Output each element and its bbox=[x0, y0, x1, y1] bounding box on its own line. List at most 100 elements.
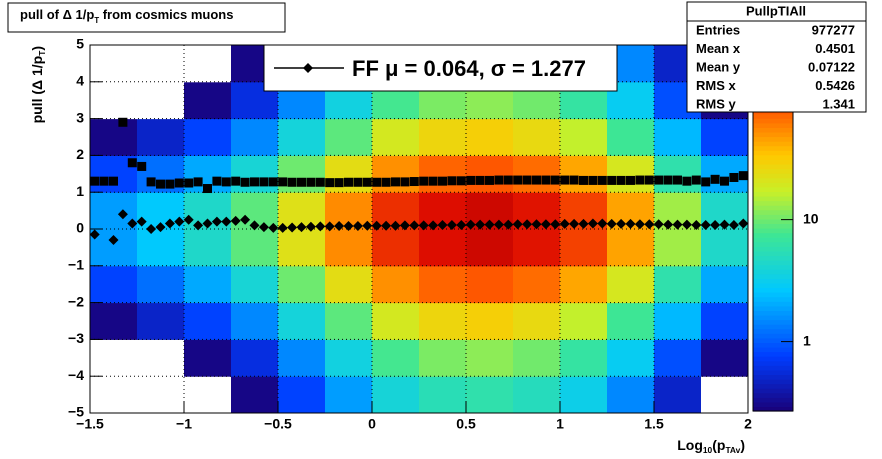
diamond-marker bbox=[738, 218, 749, 229]
heatmap-cell bbox=[231, 118, 279, 156]
stats-key: Entries bbox=[696, 22, 740, 37]
y-tick-label: 3 bbox=[76, 109, 84, 125]
x-tick-label: 2 bbox=[744, 416, 752, 432]
square-marker bbox=[400, 177, 410, 187]
heatmap-cell bbox=[90, 302, 138, 340]
diamond-marker bbox=[493, 219, 504, 230]
stats-value: 0.5426 bbox=[815, 78, 855, 93]
color-bar-step bbox=[753, 136, 793, 142]
heatmap-cell bbox=[466, 339, 514, 377]
chart-title-part: T bbox=[94, 16, 99, 25]
square-marker bbox=[720, 176, 729, 186]
square-marker bbox=[673, 175, 682, 185]
heatmap-cell bbox=[560, 265, 608, 304]
color-bar-step bbox=[753, 150, 793, 156]
heatmap-cell bbox=[466, 118, 514, 156]
color-bar-step bbox=[753, 250, 793, 257]
square-marker bbox=[127, 158, 137, 168]
square-marker bbox=[663, 175, 673, 185]
stats-key: Mean y bbox=[696, 59, 741, 74]
heatmap-cell bbox=[184, 229, 232, 267]
color-bar-step bbox=[753, 177, 793, 183]
diamond-marker bbox=[136, 216, 147, 227]
square-marker bbox=[212, 176, 222, 186]
y-tick-label: −3 bbox=[68, 330, 84, 346]
square-marker bbox=[259, 177, 269, 187]
color-bar-step bbox=[753, 388, 793, 394]
diamond-marker bbox=[315, 221, 326, 232]
y-tick-label: −5 bbox=[68, 404, 84, 420]
square-marker bbox=[221, 177, 231, 187]
square-marker bbox=[541, 175, 551, 185]
diamond-marker bbox=[352, 221, 363, 232]
color-bar-step bbox=[753, 383, 793, 389]
heatmap-cell bbox=[137, 302, 185, 340]
heatmap-cell bbox=[90, 265, 138, 304]
heatmap-cell bbox=[513, 339, 561, 377]
diamond-marker bbox=[221, 216, 232, 227]
square-marker bbox=[278, 177, 288, 187]
square-marker bbox=[325, 178, 335, 188]
color-bar-step bbox=[753, 314, 793, 321]
stats-box: PullpTIAll Entries 977277 Mean x 0.4501 Mean … bbox=[686, 1, 867, 113]
heatmap-cell bbox=[184, 81, 232, 120]
heatmap-cell bbox=[560, 339, 608, 377]
heatmap-cell bbox=[701, 118, 749, 156]
square-marker bbox=[560, 175, 570, 185]
color-bar-step bbox=[753, 131, 793, 138]
diamond-marker bbox=[672, 219, 683, 230]
heatmap-cell bbox=[560, 229, 608, 267]
color-bar-step bbox=[753, 287, 793, 293]
diamond-marker bbox=[587, 218, 598, 229]
square-marker bbox=[231, 176, 241, 186]
square-marker bbox=[353, 177, 363, 187]
square-marker bbox=[184, 178, 194, 188]
diamond-marker bbox=[625, 218, 636, 229]
color-bar-step bbox=[753, 191, 793, 197]
color-bar-step bbox=[753, 337, 793, 343]
color-bar-step bbox=[753, 264, 793, 270]
diamond-marker bbox=[399, 220, 410, 231]
square-marker bbox=[616, 175, 626, 185]
color-bar-step bbox=[753, 365, 793, 371]
diamond-marker bbox=[475, 219, 486, 230]
x-axis-title-part: Log bbox=[677, 437, 703, 453]
square-marker bbox=[466, 175, 476, 185]
heatmap-cell bbox=[90, 376, 138, 414]
title-frame bbox=[7, 2, 286, 33]
square-marker bbox=[701, 177, 711, 187]
heatmap-cell bbox=[137, 265, 185, 304]
diamond-marker bbox=[606, 218, 617, 229]
color-bar-step bbox=[753, 269, 793, 275]
x-axis-title-part: ) bbox=[740, 437, 745, 453]
diamond-marker bbox=[183, 214, 194, 225]
profiles bbox=[89, 117, 749, 246]
diamond-marker bbox=[691, 219, 702, 230]
y-tick-label: 4 bbox=[76, 73, 84, 89]
square-marker bbox=[738, 171, 748, 181]
diamond-marker bbox=[249, 220, 260, 231]
diamond-marker bbox=[446, 219, 457, 230]
heatmap-cell bbox=[184, 302, 232, 340]
color-bar-step bbox=[753, 200, 793, 206]
heatmap-cell bbox=[231, 229, 279, 267]
heatmap bbox=[90, 45, 749, 414]
diamond-marker bbox=[456, 219, 467, 230]
square-marker bbox=[597, 175, 607, 185]
heatmap-cell bbox=[513, 229, 561, 267]
color-bar-step bbox=[753, 356, 793, 362]
x-tick-label: −1 bbox=[176, 416, 192, 432]
square-marker bbox=[203, 184, 212, 194]
heatmap-cell bbox=[184, 118, 232, 156]
diamond-marker bbox=[277, 222, 288, 233]
color-bar-step bbox=[753, 378, 793, 385]
x-tick-label: 1 bbox=[556, 416, 564, 432]
color-bar-step bbox=[753, 118, 793, 124]
heatmap-cell bbox=[325, 339, 373, 377]
color-bar-step bbox=[753, 305, 793, 311]
heatmap-cell bbox=[137, 118, 185, 156]
diamond-marker bbox=[305, 221, 316, 232]
color-bar-step bbox=[753, 173, 793, 179]
heatmap-cell bbox=[184, 265, 232, 304]
